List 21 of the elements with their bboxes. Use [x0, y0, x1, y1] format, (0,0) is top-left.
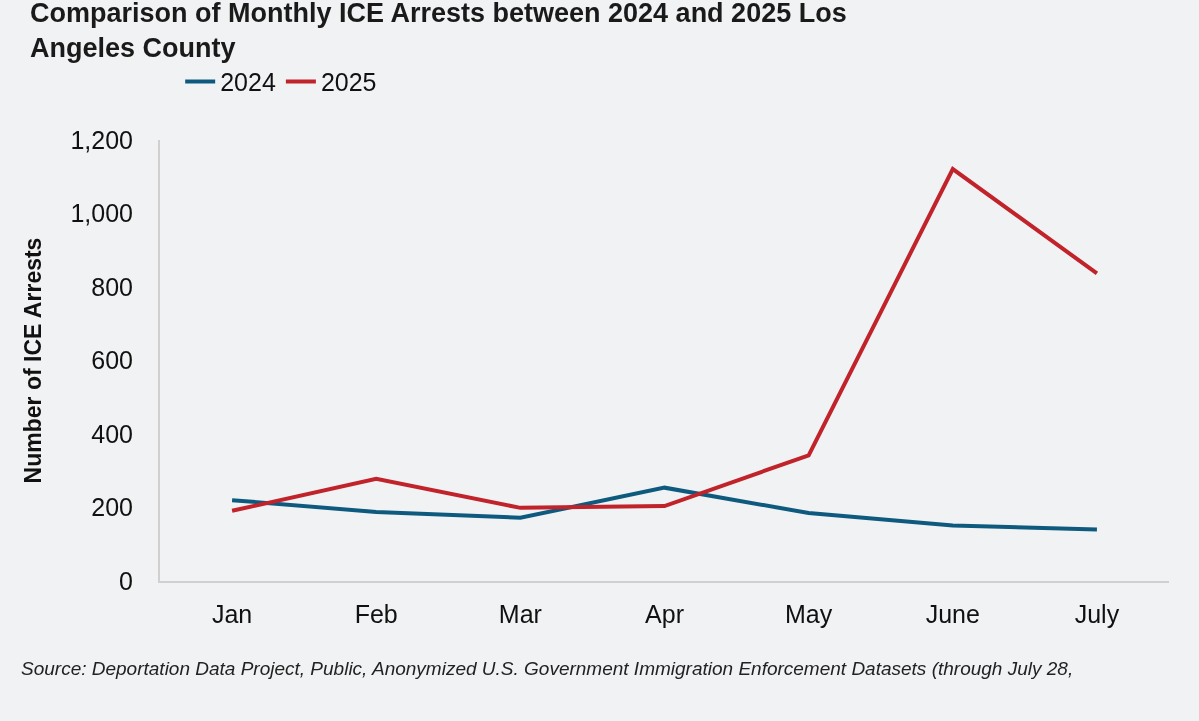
y-tick-label: 0 [119, 566, 133, 595]
y-tick-label: 1,000 [70, 199, 133, 228]
legend-label: 2024 [220, 68, 276, 97]
x-tick-label: June [925, 600, 980, 628]
legend-label: 2025 [320, 68, 377, 97]
x-tick-label: Apr [645, 600, 684, 628]
source-note: Source: Deportation Data Project, Public, Anonymized U.S. Government Immigration Enforcement Datasets (through July 28, [21, 658, 1074, 679]
line-series [230, 485, 1099, 532]
y-tick-label: 400 [91, 419, 133, 448]
y-tick-label: 1,200 [70, 125, 133, 154]
x-tick-label: Mar [498, 600, 542, 628]
x-tick-label: Jan [211, 600, 253, 628]
y-tick-label: 800 [91, 272, 133, 301]
y-tick-label: 600 [91, 346, 133, 375]
y-tick-label: 200 [91, 493, 133, 522]
x-tick-label: July [1074, 600, 1120, 628]
x-tick-label: May [785, 600, 833, 628]
line-series [230, 167, 1099, 513]
y-axis-title: Number of ICE Arrests [20, 237, 47, 484]
chart-title: Comparison of Monthly ICE Arrests between 2024 and 2025 Los Angeles County [29, 0, 847, 63]
x-tick-label: Feb [354, 600, 398, 628]
